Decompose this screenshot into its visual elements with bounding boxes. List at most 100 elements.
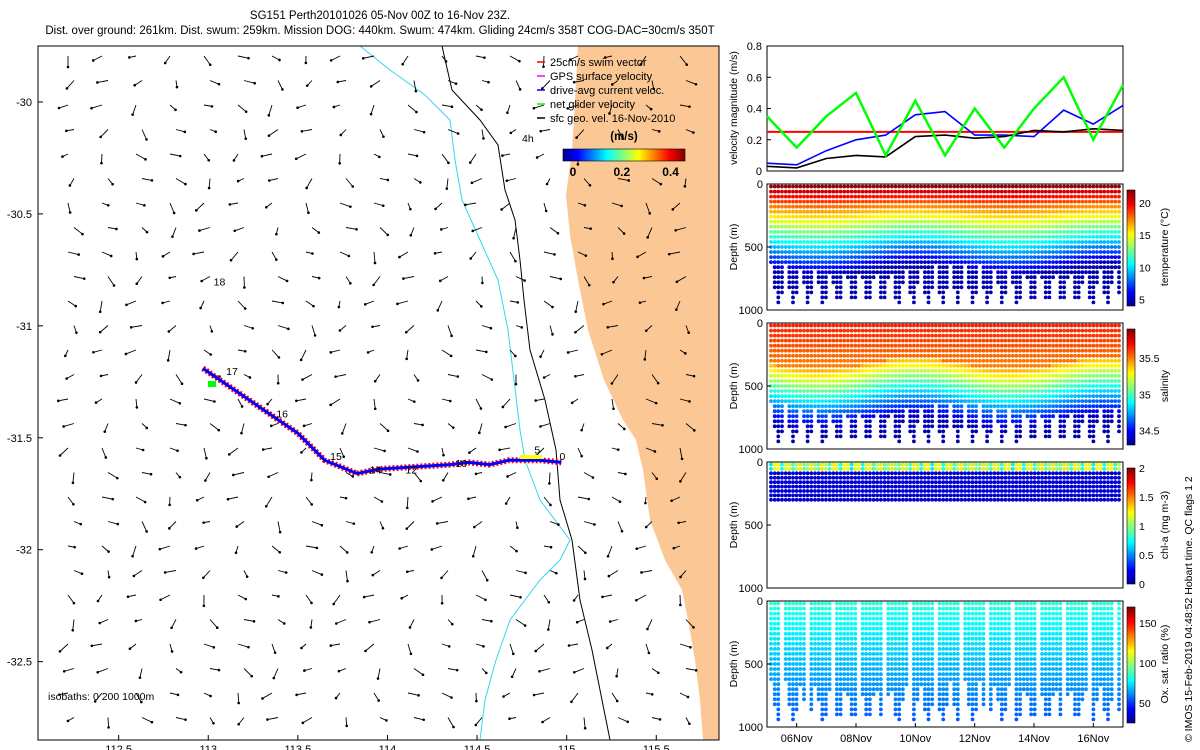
current-arrow bbox=[100, 129, 109, 138]
profile-sample bbox=[842, 353, 847, 358]
profile-sample bbox=[1021, 374, 1026, 378]
profile-sample bbox=[824, 270, 828, 275]
profile-sample bbox=[988, 230, 993, 234]
profile-sample bbox=[849, 429, 854, 434]
profile-sample bbox=[992, 379, 997, 383]
current-arrow-head bbox=[300, 646, 303, 650]
profile-sample bbox=[1080, 250, 1085, 254]
profile-sample bbox=[1032, 295, 1037, 300]
profile-sample bbox=[868, 323, 872, 328]
profile-sample bbox=[926, 184, 931, 189]
current-arrow bbox=[469, 447, 477, 454]
current-arrow-head bbox=[396, 302, 399, 306]
profile-sample bbox=[791, 285, 795, 290]
profile-sample bbox=[1076, 358, 1081, 363]
profile-sample bbox=[970, 265, 975, 270]
profile-sample bbox=[890, 199, 894, 204]
profile-sample bbox=[1054, 199, 1059, 204]
profile-sample bbox=[1007, 343, 1011, 348]
profile-sample bbox=[912, 270, 916, 275]
profile-sample bbox=[974, 419, 978, 424]
current-arrow-head bbox=[300, 130, 304, 133]
profile-sample bbox=[864, 285, 869, 290]
profile-sample bbox=[1109, 235, 1114, 239]
current-arrow-head bbox=[310, 503, 314, 506]
profile-sample bbox=[890, 265, 894, 270]
profile-sample bbox=[1084, 270, 1088, 275]
profile-sample bbox=[1076, 424, 1081, 429]
profile-sample bbox=[1029, 414, 1033, 419]
current-arrow-head bbox=[413, 400, 416, 403]
profile-sample bbox=[1029, 209, 1033, 214]
profile-sample bbox=[912, 280, 916, 285]
profile-sample bbox=[838, 404, 843, 409]
profile-sample bbox=[824, 429, 828, 434]
profile-sample bbox=[857, 353, 861, 358]
profile-sample bbox=[1025, 270, 1030, 275]
profile-sample bbox=[1021, 199, 1026, 204]
profile-sample bbox=[1025, 184, 1030, 189]
profile-sample bbox=[776, 439, 781, 444]
current-arrow bbox=[617, 178, 629, 181]
profile-sample bbox=[937, 290, 942, 295]
current-arrow-head bbox=[334, 375, 337, 378]
profile-sample bbox=[970, 275, 975, 280]
current-arrow bbox=[602, 594, 613, 598]
profile-sample bbox=[985, 328, 989, 333]
profile-sample bbox=[890, 209, 894, 214]
current-arrow bbox=[413, 80, 417, 92]
profile-sample bbox=[802, 389, 806, 393]
profile-sample bbox=[1014, 429, 1019, 434]
profile-sample bbox=[1091, 245, 1096, 249]
profile-sample bbox=[1036, 374, 1041, 378]
current-arrow-head bbox=[386, 429, 390, 433]
profile-sample bbox=[1058, 358, 1063, 363]
profile-sample bbox=[988, 424, 993, 429]
profile-sample bbox=[805, 343, 810, 348]
profile-sample bbox=[912, 250, 916, 254]
profile-sample bbox=[1007, 389, 1011, 393]
profile-sample bbox=[875, 194, 880, 199]
profile-sample bbox=[864, 199, 869, 204]
profile-sample bbox=[926, 419, 931, 424]
profile-sample bbox=[787, 245, 792, 249]
current-arrow-head bbox=[261, 743, 264, 746]
profile-sample bbox=[955, 280, 960, 285]
profile-sample bbox=[864, 184, 869, 189]
profile-sample bbox=[835, 290, 839, 295]
profile-sample bbox=[970, 419, 975, 424]
profile-sample bbox=[802, 404, 806, 409]
profile-sample bbox=[783, 389, 788, 393]
profile-sample bbox=[868, 409, 872, 414]
profile-sample bbox=[915, 348, 920, 353]
profile-sample bbox=[981, 184, 986, 189]
profile-sample bbox=[930, 379, 935, 383]
current-arrow-head bbox=[516, 301, 520, 304]
profile-sample bbox=[835, 189, 839, 194]
profile-sample bbox=[1047, 343, 1052, 348]
profile-sample bbox=[1065, 214, 1070, 219]
profile-sample bbox=[820, 333, 825, 338]
current-arrow bbox=[379, 178, 388, 181]
profile-sample bbox=[1043, 295, 1048, 300]
profile-sample bbox=[926, 399, 931, 403]
profile-sample bbox=[798, 374, 803, 378]
profile-sample bbox=[996, 369, 1000, 373]
profile-sample bbox=[985, 245, 989, 249]
profile-sample bbox=[999, 260, 1004, 264]
profile-sample bbox=[820, 439, 825, 444]
profile-sample bbox=[996, 323, 1000, 328]
profile-sample bbox=[1054, 358, 1059, 363]
profile-sample bbox=[1040, 323, 1044, 328]
profile-sample bbox=[1084, 189, 1088, 194]
current-arrow-head bbox=[368, 620, 371, 624]
profile-sample bbox=[805, 323, 810, 328]
profile-sample bbox=[769, 389, 773, 393]
current-arrow-head bbox=[163, 571, 167, 574]
profile-sample bbox=[864, 250, 869, 254]
profile-sample bbox=[1117, 224, 1121, 229]
profile-sample bbox=[824, 280, 828, 285]
profile-sample bbox=[1062, 424, 1066, 429]
profile-sample bbox=[769, 199, 773, 204]
profile-sample bbox=[1043, 199, 1048, 204]
